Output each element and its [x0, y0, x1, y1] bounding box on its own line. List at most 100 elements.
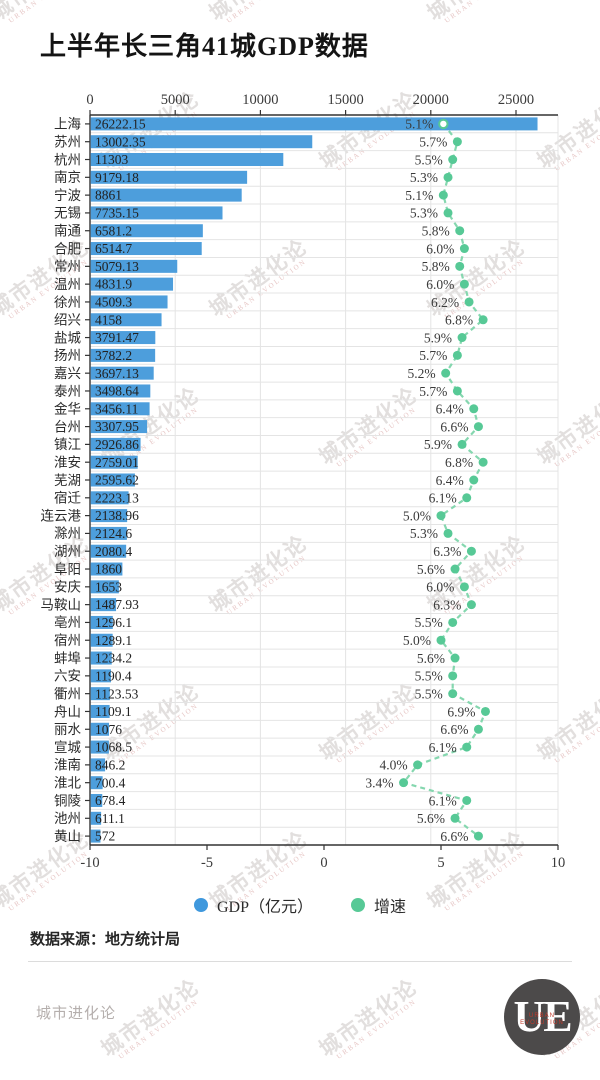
city-label: 金华: [54, 402, 81, 417]
growth-dot: [459, 279, 469, 289]
growth-dot: [462, 742, 472, 752]
city-label: 芜湖: [54, 473, 81, 488]
growth-value-label: 6.9%: [447, 704, 475, 719]
growth-value-label: 6.1%: [429, 491, 457, 506]
growth-dot: [462, 493, 472, 503]
growth-dot: [452, 350, 462, 360]
growth-dot: [478, 315, 488, 325]
gdp-value-label: 2080.4: [95, 544, 132, 559]
city-label: 连云港: [41, 508, 82, 523]
gdp-bar: [90, 829, 101, 843]
growth-value-label: 6.2%: [431, 295, 459, 310]
growth-dot: [478, 457, 488, 467]
gdp-bar: [90, 313, 162, 327]
gdp-bar: [90, 331, 156, 345]
growth-dot: [450, 564, 460, 574]
growth-dot: [455, 226, 465, 236]
city-label: 湖州: [54, 544, 81, 559]
city-label: 池州: [54, 811, 81, 826]
city-label: 宁波: [54, 187, 81, 203]
gdp-bar: [90, 348, 156, 362]
growth-dot: [480, 706, 490, 716]
gdp-value-label: 3498.64: [95, 384, 139, 399]
growth-dot: [438, 190, 448, 200]
legend: GDP（亿元） 增速: [0, 893, 600, 917]
growth-dot: [469, 475, 479, 485]
gdp-value-label: 572: [95, 829, 115, 844]
gdp-bar: [90, 170, 248, 184]
growth-value-label: 6.4%: [436, 402, 464, 417]
growth-value-label: 6.0%: [426, 277, 454, 292]
city-label: 合肥: [54, 241, 81, 256]
growth-dot: [459, 582, 469, 592]
growth-value-label: 6.3%: [433, 597, 461, 612]
gdp-bar: [90, 598, 117, 612]
city-label: 盐城: [54, 330, 81, 345]
growth-dot: [452, 386, 462, 396]
gdp-value-label: 2926.86: [95, 437, 139, 452]
growth-value-label: 6.1%: [429, 740, 457, 755]
growth-dot: [462, 795, 472, 805]
gdp-bar: [90, 437, 141, 451]
city-label: 铜陵: [54, 793, 81, 808]
growth-value-label: 5.5%: [415, 615, 443, 630]
gdp-value-label: 2223.13: [95, 490, 139, 505]
growth-value-label: 4.0%: [379, 758, 407, 773]
bottom-axis-tick-label: 10: [551, 855, 566, 871]
gdp-value-label: 1653: [95, 579, 122, 594]
gdp-value-label: 9179.18: [95, 170, 139, 185]
growth-value-label: 5.6%: [417, 562, 445, 577]
growth-value-label: 5.0%: [403, 508, 431, 523]
top-axis-tick-label: 5000: [161, 92, 190, 108]
city-label: 南通: [54, 224, 81, 239]
gdp-bar: [90, 776, 103, 790]
bottom-axis-tick-label: -5: [201, 855, 213, 871]
gdp-value-label: 1076: [95, 722, 122, 737]
gdp-bar: [90, 473, 135, 487]
growth-value-label: 5.6%: [417, 811, 445, 826]
growth-dot: [441, 368, 451, 378]
bottom-axis-tick-label: -10: [80, 855, 99, 871]
growth-dot: [443, 208, 453, 218]
chart-svg: 0 5000 10000 15000 20000 25000 -10 -5 0 5 10 上海 2622…: [41, 92, 566, 871]
logo-subtitle: URBAN EVOLUTION: [520, 1013, 564, 1027]
growth-value-label: 5.3%: [410, 170, 438, 185]
city-label: 淮北: [54, 775, 81, 790]
gdp-bar: [90, 153, 284, 167]
gdp-value-label: 1190.4: [95, 668, 132, 683]
growth-value-label: 5.7%: [419, 135, 447, 150]
growth-dot: [450, 653, 460, 663]
gdp-value-label: 846.2: [95, 757, 125, 772]
gdp-value-label: 611.1: [95, 811, 125, 826]
growth-legend-label: 增速: [374, 899, 407, 916]
gdp-bar: [90, 188, 242, 202]
gdp-bar: [90, 384, 151, 398]
brand-logo: UE URBAN EVOLUTION: [504, 979, 580, 1055]
growth-dot: [436, 635, 446, 645]
top-axis-tick-label: 25000: [498, 92, 534, 108]
gdp-bar: [90, 722, 110, 736]
gdp-bar: [90, 811, 102, 825]
city-label: 宿迁: [54, 490, 81, 506]
gdp-bar: [90, 651, 112, 665]
gdp-value-label: 1289.1: [95, 633, 132, 648]
growth-dot: [473, 831, 483, 841]
city-label: 扬州: [54, 348, 81, 363]
growth-value-label: 6.6%: [440, 419, 468, 434]
gdp-bar: [90, 509, 128, 523]
growth-value-label: 6.0%: [426, 241, 454, 256]
city-label: 泰州: [54, 384, 81, 399]
gdp-bar: [90, 491, 129, 505]
legend-item-gdp: GDP（亿元）: [193, 893, 313, 917]
growth-value-label: 5.5%: [415, 152, 443, 167]
gdp-bar: [90, 580, 119, 594]
growth-value-label: 5.6%: [417, 651, 445, 666]
gdp-value-label: 13002.35: [95, 134, 146, 149]
top-axis-tick-label: 15000: [327, 92, 363, 108]
city-label: 上海: [54, 117, 81, 132]
growth-value-label: 5.7%: [419, 384, 447, 399]
city-label: 安庆: [54, 580, 81, 595]
gdp-bar: [90, 366, 154, 380]
gdp-bar: [90, 669, 111, 683]
